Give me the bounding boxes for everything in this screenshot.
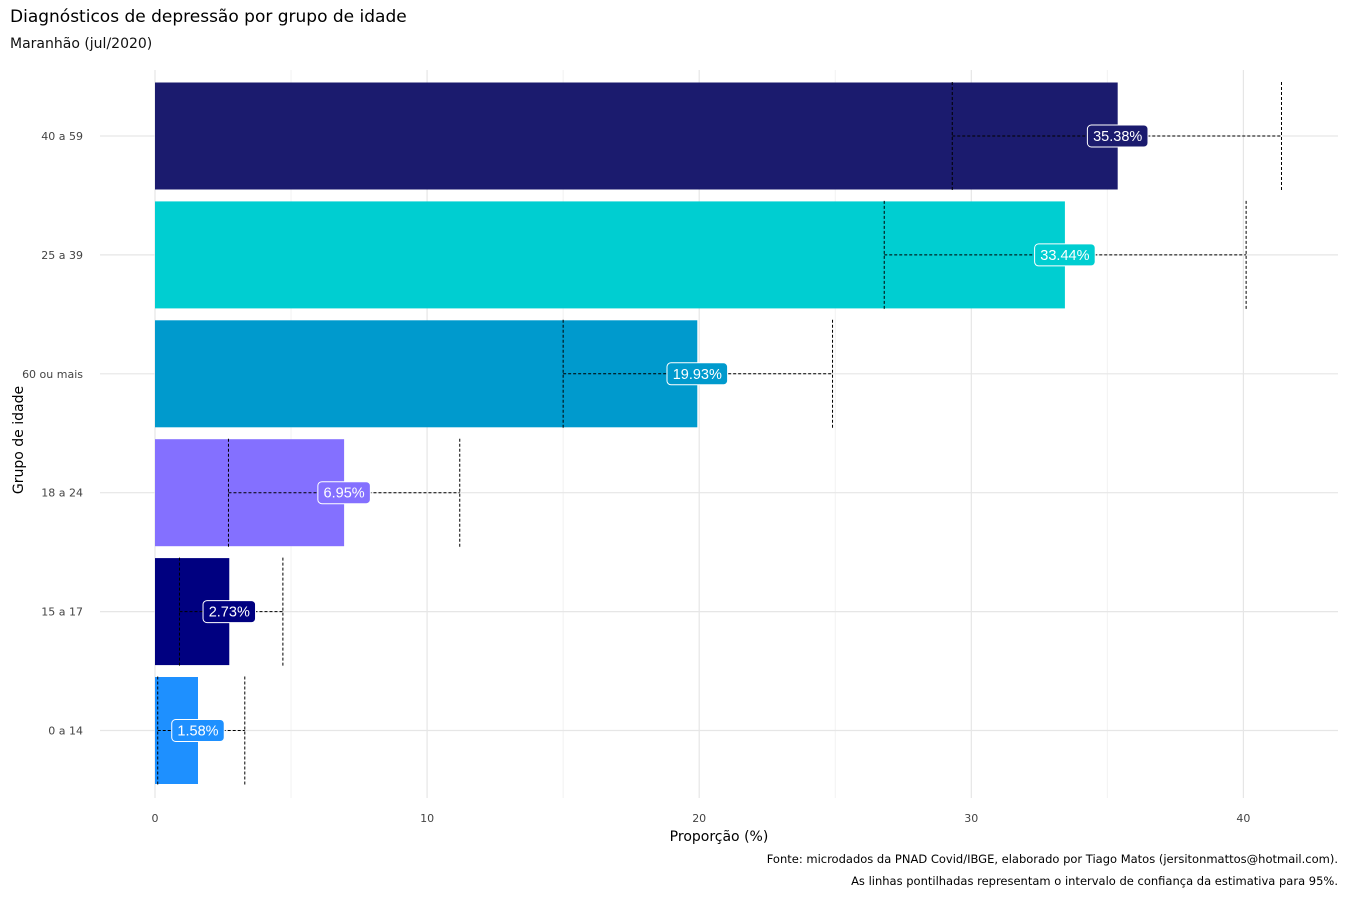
- data-label: 6.95%: [317, 481, 371, 505]
- bars: [155, 82, 1118, 784]
- x-axis-title: Proporção (%): [670, 829, 769, 845]
- data-label-text: 19.93%: [673, 367, 722, 383]
- x-tick-label: 10: [420, 812, 434, 825]
- x-tick-label: 0: [152, 812, 159, 825]
- data-label-text: 33.44%: [1040, 248, 1089, 264]
- data-label-text: 35.38%: [1093, 129, 1142, 145]
- data-label: 35.38%: [1086, 124, 1149, 148]
- caption-source: Fonte: microdados da PNAD Covid/IBGE, el…: [766, 852, 1338, 866]
- chart-title: Diagnósticos de depressão por grupo de i…: [10, 7, 407, 27]
- y-tick-label: 18 a 24: [41, 487, 83, 500]
- y-tick-label: 15 a 17: [41, 606, 83, 619]
- data-label-text: 2.73%: [209, 605, 250, 621]
- data-label: 1.58%: [171, 719, 225, 742]
- x-tick-label: 30: [964, 812, 978, 825]
- bar-60-ou-mais: [155, 320, 698, 428]
- y-axis-title: Grupo de idade: [11, 386, 27, 494]
- y-tick-label: 0 a 14: [48, 725, 83, 738]
- chart-subtitle: Maranhão (jul/2020): [10, 36, 153, 52]
- bar-25-a-39: [155, 201, 1065, 309]
- y-tick-label: 40 a 59: [41, 130, 83, 143]
- x-tick-label: 40: [1236, 812, 1250, 825]
- data-label: 2.73%: [202, 600, 257, 624]
- y-tick-label: 25 a 39: [41, 249, 83, 262]
- data-labels: 35.38% 33.44% 19.93% 6.95% 2.73% 1.58%: [171, 124, 1149, 742]
- bar-40-a-59: [155, 82, 1118, 190]
- data-label-text: 6.95%: [324, 486, 365, 502]
- y-tick-label: 60 ou mais: [22, 368, 83, 381]
- caption-note: As linhas pontilhadas representam o inte…: [851, 874, 1338, 888]
- x-tick-label: 20: [692, 812, 706, 825]
- data-label-text: 1.58%: [177, 724, 218, 740]
- data-label: 33.44%: [1034, 243, 1096, 267]
- data-label: 19.93%: [666, 362, 729, 386]
- axes: 40 a 59 25 a 39 60 ou mais 18 a 24 15 a 17 0 …: [11, 130, 1250, 845]
